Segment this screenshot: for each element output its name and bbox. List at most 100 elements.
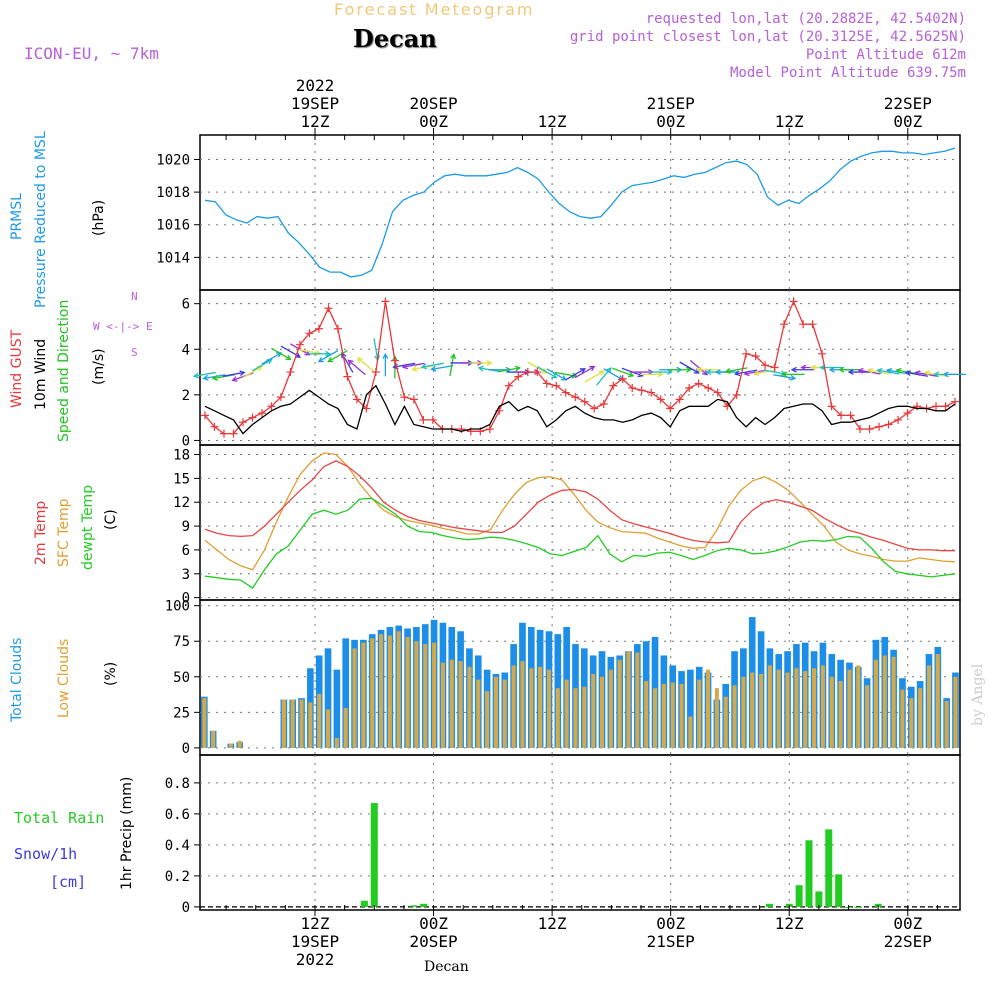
rain-bar [854,906,862,908]
rain-bar [420,903,428,907]
wind-direction-arrowhead [551,372,558,379]
panel-5-ytick-label-0: 0 [182,900,190,916]
wind-direction-arrow [357,357,376,373]
wind-direction-arrowhead [605,367,612,374]
wind-direction-arrowhead [192,372,200,379]
bottom-time-label: 2022 [295,950,335,969]
wind-direction-arrowhead [666,369,674,376]
wind-direction-arrow [574,365,595,379]
gust-marker [305,329,314,338]
gust-marker [542,379,551,388]
low-cloud-bar [944,700,949,748]
rain-bar [370,803,378,907]
low-cloud-bar [582,686,587,748]
gust-marker [362,404,371,413]
panel-2-ytick-label-3: 6 [182,297,190,313]
low-cloud-bar [396,631,401,748]
bottom-time-label: 19SEP [290,932,340,951]
gust-marker [628,384,637,393]
wind-line [204,384,956,435]
top-time-label: 12Z [300,112,330,131]
gust-marker [371,368,380,377]
wind-direction-arrowhead [211,374,219,381]
gust-marker [932,402,941,411]
requested-coordinates: requested lon,lat (20.2882E, 42.5402N) [645,11,966,27]
gust-marker [903,409,912,418]
wind-direction-arrowhead [637,371,644,378]
bottom-time-label: 00Z [893,914,923,933]
top-time-label: 12Z [774,112,804,131]
gust-marker [333,324,342,333]
panel-3-ytick-label-1: 3 [182,567,190,583]
gust-marker [761,361,770,370]
gust-marker [827,402,836,411]
low-cloud-bar [714,688,719,748]
wind-direction-arrow [584,370,605,383]
wind-direction-arrow [763,369,786,375]
low-cloud-bar [361,642,366,748]
wind-direction-arrowhead [239,370,246,377]
wind-direction-arrowhead [477,365,484,372]
low-cloud-bar [661,683,666,748]
wind-direction-arrowhead [790,374,797,381]
wind-direction-arrow [402,362,425,368]
gust-marker [837,411,846,420]
gust-marker [675,395,684,404]
gust-marker [742,349,751,358]
gust-marker [514,372,523,381]
panel-3-ytick-label-0: 0 [182,591,190,607]
low-cloud-bar [794,668,799,748]
rain-bar [815,891,823,907]
wind-direction-arrowhead [589,365,596,372]
gust-marker [428,415,437,424]
wind-direction-arrow [203,374,226,380]
wind-direction-arrowhead [275,352,283,358]
gust-marker [666,404,675,413]
wind-direction-arrow [527,361,548,374]
low-cloud-bar [918,688,923,748]
panel-2-ytick-label-1: 2 [182,388,190,404]
gust-marker [409,395,418,404]
snow-unit: [cm] [50,873,87,891]
low-cloud-bar [290,699,295,748]
low-cloud-bar [935,654,940,748]
gust-marker [590,404,599,413]
gust-marker [314,324,323,333]
compass-s: S [131,346,138,359]
panel-1-ytick-label-0: 1014 [156,250,190,266]
wind-direction-arrow [877,369,900,375]
gust-marker [485,425,494,434]
low-cloud-bar [476,679,481,748]
rain-bar [795,885,803,907]
rain-bar [410,905,418,907]
point-altitude: Point Altitude 612m [805,47,966,63]
low-cloud-bar [281,699,286,748]
rain-label: Total Rain [14,809,105,827]
low-cloud-bar [449,659,454,748]
bottom-time-label: 00Z [419,914,448,933]
wind-direction-arrowhead [714,369,721,376]
wind-direction-arrowhead [847,369,854,376]
gust-marker [238,418,247,427]
low-cloud-bar [812,668,817,748]
panel-4-ytick-label-0: 0 [182,741,190,757]
gust-marker [257,409,266,418]
low-cloud-bar [599,676,605,748]
gust-marker [504,381,513,390]
wind-direction-arrowhead [430,365,437,372]
gust-marker [770,363,779,372]
wind-direction-arrowhead [202,374,209,381]
wind-direction-arrow [744,369,767,375]
wind-direction-arrowhead [420,363,427,370]
total-cloud-bar [324,648,332,748]
gust-marker [381,297,390,306]
top-time-label: 00Z [893,112,923,131]
wind-direction-arrowhead [657,371,664,378]
wind-direction-arrowhead [382,352,389,359]
panel-4-frame [199,599,961,756]
location-title: Decan [353,24,437,53]
panel-5-frame [199,754,961,911]
wind-direction-arrowhead [705,369,712,376]
rain-bar [765,903,773,907]
total-cloud-bar [333,669,341,748]
